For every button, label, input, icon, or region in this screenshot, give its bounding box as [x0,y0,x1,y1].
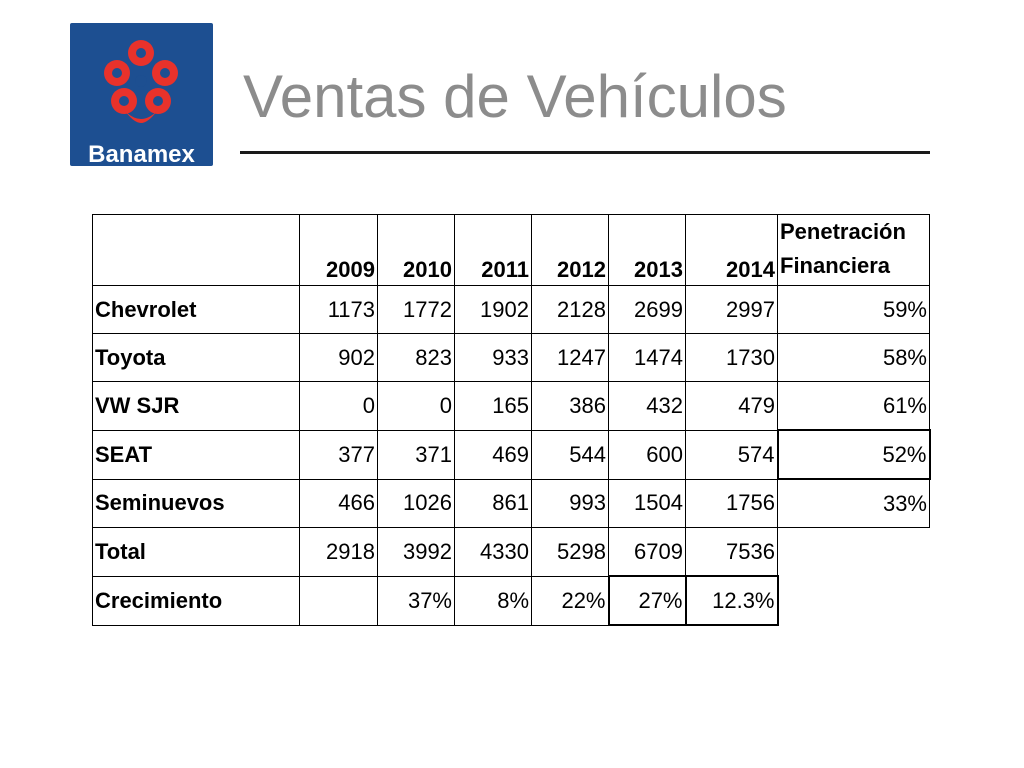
table-cell: 52% [776,429,931,480]
table-cell: 8% [454,575,532,626]
table-cell: 22% [531,575,609,626]
table-cell: 2699 [608,285,686,334]
table-cell: 2997 [685,285,778,334]
table-row-seminuevos: Seminuevos 466 1026 861 993 1504 1756 33… [92,478,930,528]
table-cell: 0 [377,381,455,431]
table-cell: 600 [608,429,686,480]
table-cell: 59% [777,285,930,334]
header-cell-2012: 2012 [531,214,609,286]
table-cell [778,576,930,625]
banamex-flower-icon [104,40,178,123]
table-cell: 6709 [608,527,686,577]
row-label: Total [92,527,300,577]
row-label: Seminuevos [92,478,300,528]
table-row-seat: SEAT 377 371 469 544 600 574 52% [92,429,931,480]
header-cell-2009: 2009 [299,214,378,286]
table-cell: 371 [377,429,455,480]
table-cell: 1756 [685,478,778,528]
table-cell: 933 [454,333,532,382]
header-cell-2011: 2011 [454,214,532,286]
banamex-logo: Banamex [70,23,213,168]
table-cell: 993 [531,478,609,528]
table-cell: 574 [685,429,778,480]
table-cell: 479 [685,381,778,431]
table-cell: 165 [454,381,532,431]
table-cell: 1902 [454,285,532,334]
header-cell-2013: 2013 [608,214,686,286]
row-label: Toyota [92,333,300,382]
table-cell: 58% [777,333,930,382]
header-cell-penetracion: Penetración Financiera [777,214,930,286]
table-row-total: Total 2918 3992 4330 5298 6709 7536 [92,527,930,577]
table-cell: 27% [607,575,687,626]
table-cell: 1772 [377,285,455,334]
table-cell: 469 [454,429,532,480]
vehicle-sales-table: 2009 2010 2011 2012 2013 2014 Penetració… [92,214,931,626]
table-cell: 1730 [685,333,778,382]
table-cell: 1026 [377,478,455,528]
row-label: VW SJR [92,381,300,431]
row-label: SEAT [92,429,300,480]
table-cell: 1504 [608,478,686,528]
page-title: Ventas de Vehículos [243,63,787,130]
table-row-vw-sjr: VW SJR 0 0 165 386 432 479 61% [92,381,930,431]
table-row-toyota: Toyota 902 823 933 1247 1474 1730 58% [92,333,930,382]
table-cell: 3992 [377,527,455,577]
table-cell: 33% [777,478,930,528]
table-cell: 377 [299,429,378,480]
table-cell: 37% [377,575,455,626]
table-cell: 7536 [685,527,778,577]
table-cell: 1474 [608,333,686,382]
table-cell: 2918 [299,527,378,577]
table-cell [299,575,378,626]
table-cell: 5298 [531,527,609,577]
table-row-crecimiento: Crecimiento 37% 8% 22% 27% 12.3% [92,575,930,626]
table-cell: 1247 [531,333,609,382]
title-underline [240,151,930,154]
header-cell-2014: 2014 [685,214,778,286]
table-cell: 0 [299,381,378,431]
table-cell: 432 [608,381,686,431]
table-cell: 466 [299,478,378,528]
table-cell: 823 [377,333,455,382]
table-cell: 902 [299,333,378,382]
table-cell [778,528,930,577]
logo-wordmark: Banamex [88,141,195,168]
table-header-row: 2009 2010 2011 2012 2013 2014 Penetració… [92,214,930,286]
table-cell: 386 [531,381,609,431]
table-cell: 544 [531,429,609,480]
table-cell: 861 [454,478,532,528]
table-cell: 12.3% [684,575,779,626]
table-row-chevrolet: Chevrolet 1173 1772 1902 2128 2699 2997 … [92,285,930,334]
table-cell: 4330 [454,527,532,577]
table-cell: 61% [777,381,930,431]
table-cell: 2128 [531,285,609,334]
header-cell-corner [92,214,300,286]
table-cell: 1173 [299,285,378,334]
header-cell-2010: 2010 [377,214,455,286]
row-label: Crecimiento [92,575,300,626]
row-label: Chevrolet [92,285,300,334]
